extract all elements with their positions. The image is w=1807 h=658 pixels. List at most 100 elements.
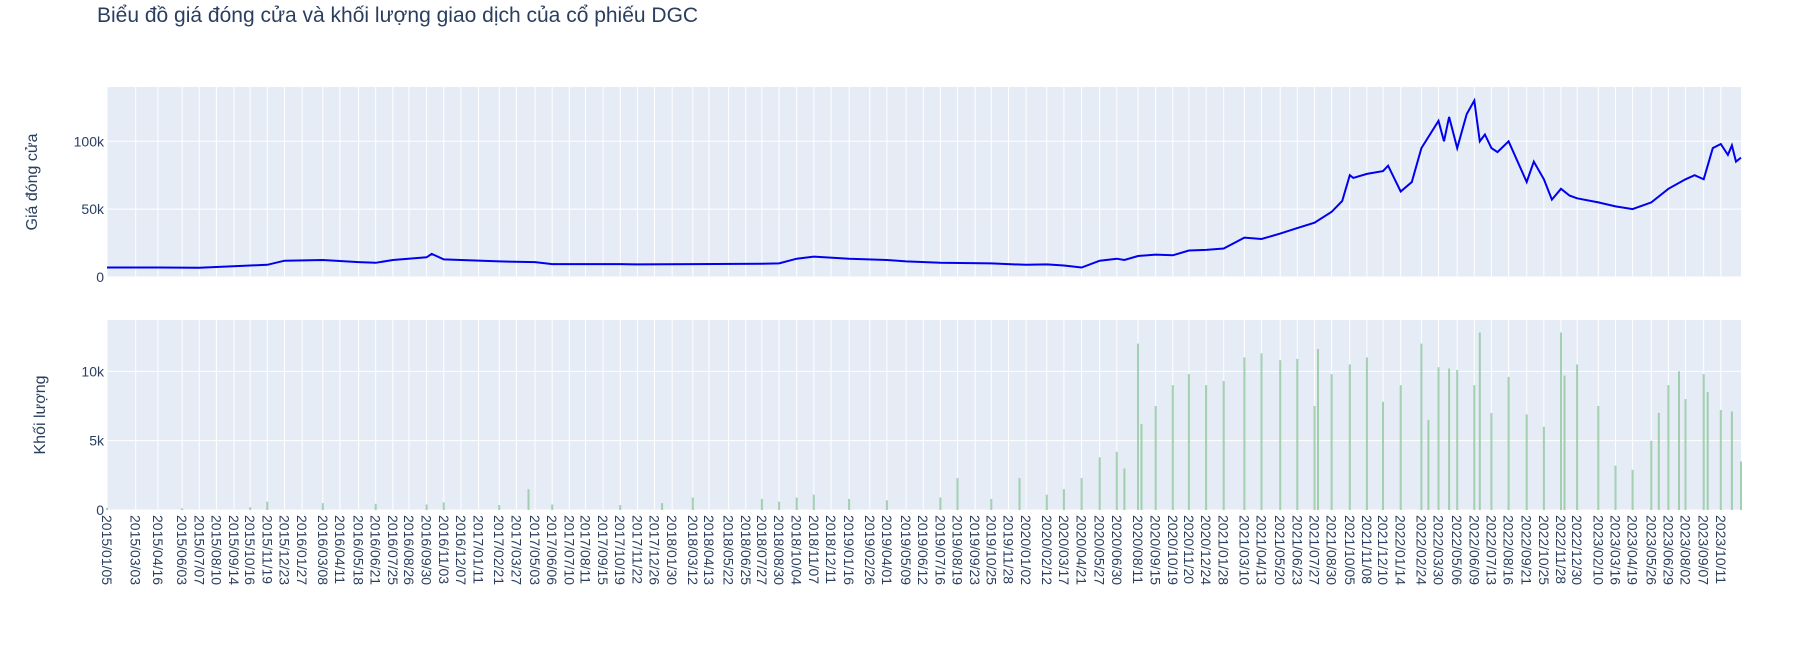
x-tick-label: 2015/10/16 <box>242 515 258 585</box>
volume-bar <box>1140 424 1143 510</box>
x-tick-label: 2016/07/25 <box>385 515 401 585</box>
x-tick-label: 2019/06/12 <box>915 515 931 585</box>
volume-bar <box>1187 374 1190 510</box>
volume-bar <box>1657 412 1660 510</box>
x-tick-label: 2016/04/11 <box>332 515 348 584</box>
volume-bar <box>812 494 815 510</box>
volume-bar <box>1382 401 1384 510</box>
volume-bar <box>1205 385 1208 510</box>
x-tick-label: 2022/01/14 <box>1393 515 1409 585</box>
volume-y-axis-label: Khối lượng <box>32 375 49 454</box>
volume-bar <box>939 497 942 510</box>
volume-bar <box>1330 374 1333 510</box>
volume-bar <box>1062 489 1065 510</box>
volume-bar <box>778 501 781 510</box>
volume-bar <box>1437 367 1440 510</box>
volume-bar <box>1631 469 1634 510</box>
volume-bar <box>661 503 664 510</box>
volume-y-tick-labels: 0 5k 10k <box>81 363 105 518</box>
volume-bar <box>1348 364 1351 510</box>
x-tick-label: 2017/07/10 <box>561 515 577 585</box>
x-tick-label: 2015/03/03 <box>128 515 144 585</box>
volume-bar <box>990 498 993 510</box>
price-y-tick-label: 50k <box>81 201 105 217</box>
x-tick-label: 2017/02/21 <box>491 515 507 585</box>
x-tick-label: 2020/09/15 <box>1148 515 1164 585</box>
volume-bar <box>1260 353 1263 510</box>
x-tick-label: 2015/06/03 <box>174 515 190 585</box>
x-tick-label: 2021/11/08 <box>1359 515 1375 584</box>
x-tick-label: 2020/11/20 <box>1181 515 1197 584</box>
x-tick-label: 2017/03/27 <box>508 515 524 585</box>
x-tick-label: 2016/06/21 <box>368 515 384 585</box>
chart-title: Biểu đồ giá đóng cửa và khối lượng giao … <box>97 4 699 27</box>
x-tick-label: 2017/05/03 <box>527 515 543 585</box>
x-tick-label: 2019/10/25 <box>983 515 999 585</box>
x-tick-label: 2016/03/08 <box>315 515 331 585</box>
x-tick-label: 2022/08/16 <box>1501 515 1517 585</box>
volume-bar <box>1317 349 1319 510</box>
x-tick-label: 2019/07/16 <box>932 515 948 585</box>
volume-bar <box>1525 414 1528 510</box>
x-tick-label: 2020/12/24 <box>1198 515 1214 585</box>
volume-bar <box>425 504 428 510</box>
x-tick-label: 2022/03/30 <box>1431 515 1447 585</box>
x-tick-label: 2021/10/05 <box>1342 515 1358 585</box>
volume-bar <box>1137 343 1139 510</box>
volume-bar <box>795 497 798 510</box>
x-tick-label: 2021/12/10 <box>1375 515 1391 585</box>
price-series-line <box>107 97 1742 269</box>
x-tick-label: 2021/04/13 <box>1254 515 1270 585</box>
x-tick-label: 2015/11/19 <box>259 515 275 584</box>
x-tick-label: 2023/08/02 <box>1678 515 1694 585</box>
x-tick-label: 2018/10/04 <box>789 515 805 585</box>
volume-bar <box>1123 468 1126 510</box>
x-tick-label: 2017/08/11 <box>578 515 594 584</box>
x-tick-label: 2020/08/11 <box>1130 515 1146 584</box>
x-tick-label: 2015/01/05 <box>99 515 115 585</box>
price-horizontal-gridlines <box>107 140 1741 278</box>
volume-bar <box>1678 371 1680 510</box>
x-tick-label: 2023/02/10 <box>1590 515 1606 585</box>
x-tick-label: 2018/03/12 <box>685 515 701 585</box>
x-tick-label: 2019/01/16 <box>841 515 857 585</box>
x-tick-label: 2021/03/10 <box>1236 515 1252 585</box>
x-tick-label: 2020/05/27 <box>1092 515 1108 585</box>
x-tick-label: 2018/07/27 <box>754 515 770 585</box>
volume-bar <box>374 503 377 510</box>
x-tick-label: 2017/09/15 <box>595 515 611 585</box>
x-tick-label: 2020/02/12 <box>1039 515 1055 585</box>
x-tick-label: 2021/05/20 <box>1272 515 1288 585</box>
x-tick-label: 2017/12/26 <box>647 515 663 585</box>
volume-bar <box>1098 457 1101 510</box>
volume-bar <box>1399 385 1402 510</box>
volume-bar <box>551 504 554 510</box>
volume-bar <box>848 498 851 510</box>
price-y-axis-label: Giá đóng cửa <box>24 133 41 230</box>
x-tick-label: 2022/06/09 <box>1466 515 1482 585</box>
x-tick-label: 2018/04/13 <box>701 515 717 585</box>
volume-bar <box>1684 399 1687 510</box>
volume-y-tick-label: 0 <box>96 502 104 518</box>
volume-bar <box>1597 406 1600 510</box>
x-tick-label: 2015/12/23 <box>277 515 293 585</box>
volume-bar <box>1560 332 1562 510</box>
x-tick-label: 2015/04/16 <box>150 515 166 585</box>
volume-bar <box>321 503 324 510</box>
x-tick-label: 2022/02/24 <box>1413 515 1429 585</box>
x-tick-label: 2016/09/30 <box>419 515 435 585</box>
volume-bar <box>1448 368 1451 510</box>
price-y-tick-label: 0 <box>96 269 104 285</box>
volume-bar <box>885 500 888 510</box>
volume-bar <box>1222 381 1225 510</box>
volume-bar <box>1478 332 1481 510</box>
x-tick-label: 2016/11/03 <box>436 515 452 584</box>
volume-bar <box>1542 426 1545 510</box>
x-tick-label: 2020/04/21 <box>1074 515 1090 585</box>
x-tick-label: 2018/12/11 <box>823 515 839 584</box>
volume-bar <box>1730 411 1733 510</box>
volume-bar <box>1420 343 1423 510</box>
volume-bar <box>1115 451 1118 510</box>
x-tick-label: 2016/01/27 <box>294 515 310 585</box>
